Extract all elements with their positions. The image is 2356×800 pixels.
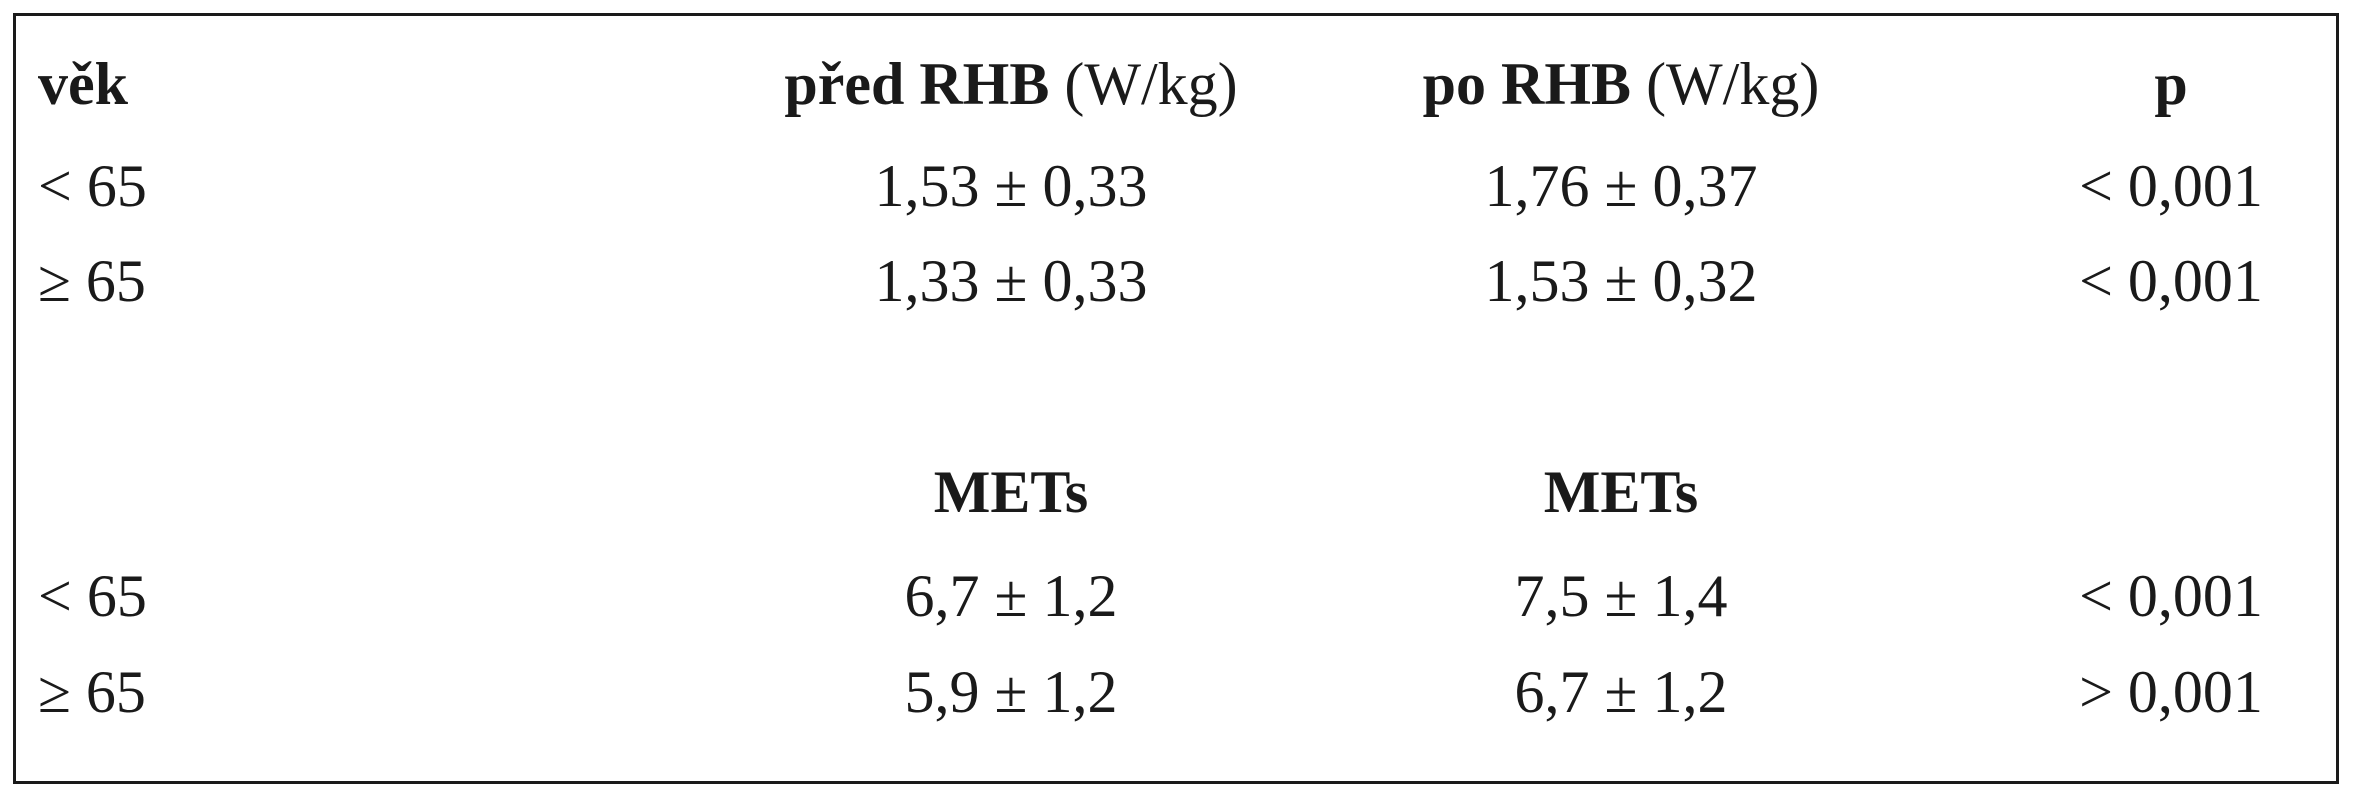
header-before-label: před RHB: [784, 51, 1050, 117]
age-cell: < 65: [38, 153, 147, 219]
header-before-rhb: před RHB (W/kg): [661, 44, 1361, 124]
before-value: 5,9 ± 1,2: [904, 659, 1118, 725]
header-after-label: po RHB: [1422, 51, 1632, 117]
header-row-wkg: věk před RHB (W/kg) po RHB (W/kg) p: [16, 44, 2336, 124]
after-value: 1,76 ± 0,37: [1484, 153, 1758, 219]
before-value: 1,33 ± 0,33: [874, 248, 1148, 314]
p-value: < 0,001: [2079, 563, 2263, 629]
age-cell: ≥ 65: [38, 659, 146, 725]
header-before-mets: METs: [933, 459, 1089, 525]
header-p: p: [2154, 51, 2188, 117]
table-row: < 65 1,53 ± 0,33 1,76 ± 0,37 < 0,001: [16, 146, 2336, 226]
after-value: 1,53 ± 0,32: [1484, 248, 1758, 314]
age-cell: < 65: [38, 563, 147, 629]
header-age: věk: [38, 51, 128, 117]
before-value: 6,7 ± 1,2: [904, 563, 1118, 629]
table-row: < 65 6,7 ± 1,2 7,5 ± 1,4 < 0,001: [16, 556, 2336, 636]
header-row-mets: METs METs: [16, 452, 2336, 532]
p-value: > 0,001: [2079, 659, 2263, 725]
table-row: ≥ 65 5,9 ± 1,2 6,7 ± 1,2 > 0,001: [16, 652, 2336, 732]
table-row: ≥ 65 1,33 ± 0,33 1,53 ± 0,32 < 0,001: [16, 241, 2336, 321]
after-value: 7,5 ± 1,4: [1514, 563, 1728, 629]
age-cell: ≥ 65: [38, 248, 146, 314]
header-after-unit: (W/kg): [1646, 51, 1820, 117]
before-value: 1,53 ± 0,33: [874, 153, 1148, 219]
after-value: 6,7 ± 1,2: [1514, 659, 1728, 725]
results-table: věk před RHB (W/kg) po RHB (W/kg) p < 65…: [13, 13, 2339, 784]
header-before-unit: (W/kg): [1064, 51, 1238, 117]
header-after-mets: METs: [1543, 459, 1699, 525]
p-value: < 0,001: [2079, 153, 2263, 219]
header-after-rhb: po RHB (W/kg): [1271, 44, 1971, 124]
p-value: < 0,001: [2079, 248, 2263, 314]
